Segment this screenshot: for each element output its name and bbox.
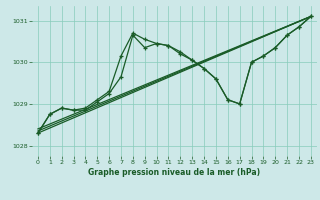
X-axis label: Graphe pression niveau de la mer (hPa): Graphe pression niveau de la mer (hPa) xyxy=(88,168,260,177)
